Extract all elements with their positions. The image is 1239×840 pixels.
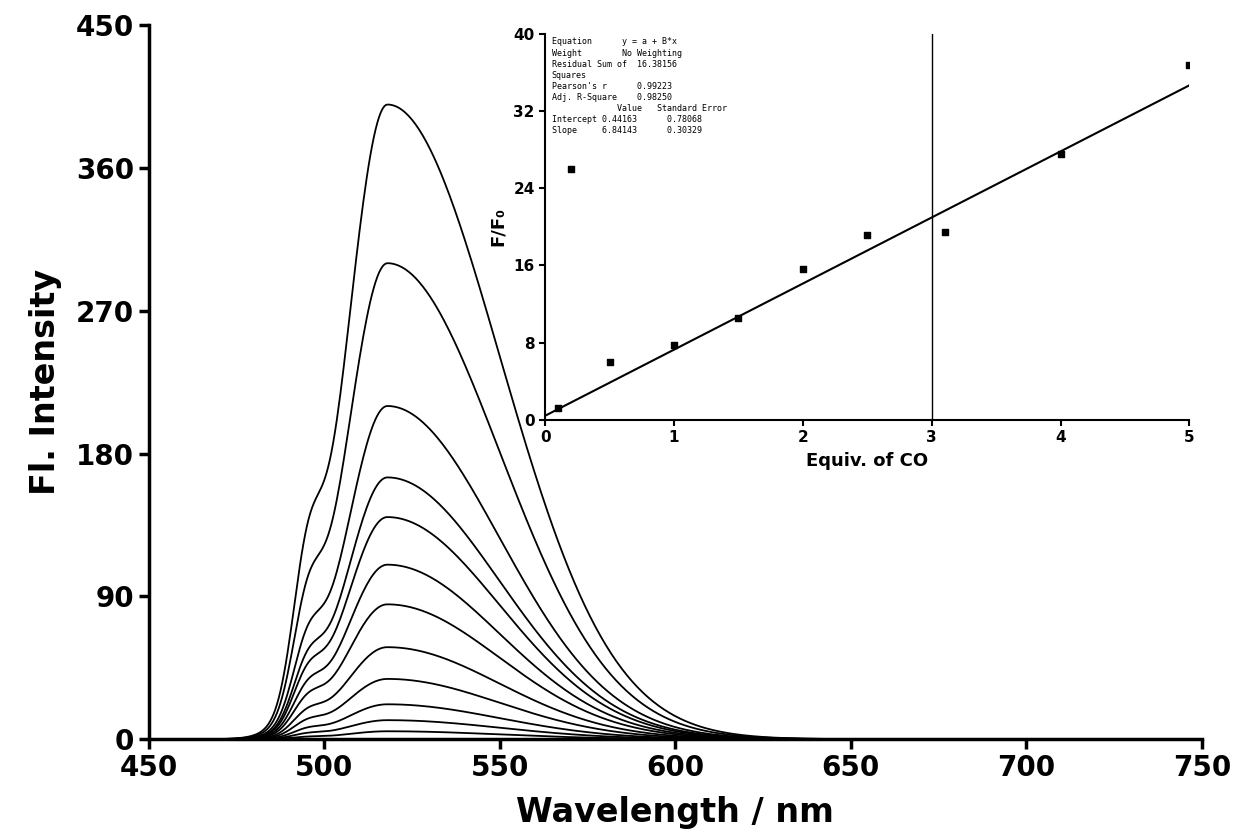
- Point: [1180, 58, 1199, 71]
- X-axis label: Wavelength / nm: Wavelength / nm: [517, 795, 834, 829]
- Point: [561, 162, 581, 176]
- Point: [857, 228, 877, 241]
- Point: [664, 338, 684, 351]
- Point: [1051, 148, 1070, 161]
- Point: [793, 263, 813, 276]
- Point: [934, 225, 954, 239]
- Y-axis label: F/F₀: F/F₀: [488, 207, 507, 246]
- Text: Equation      y = a + B*x
Weight        No Weighting
Residual Sum of  16.38156
S: Equation y = a + B*x Weight No Weighting…: [551, 38, 726, 135]
- Point: [548, 402, 567, 415]
- Point: [729, 311, 748, 324]
- Point: [600, 355, 620, 369]
- Y-axis label: Fl. Intensity: Fl. Intensity: [28, 269, 62, 496]
- X-axis label: Equiv. of CO: Equiv. of CO: [807, 453, 928, 470]
